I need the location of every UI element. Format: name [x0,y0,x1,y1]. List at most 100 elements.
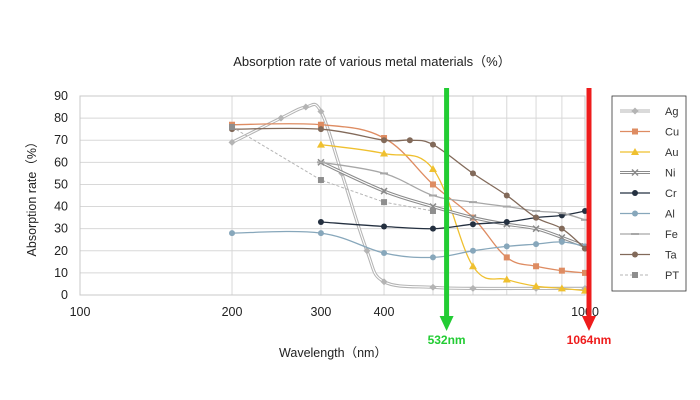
legend-item-pt: PT [620,270,679,282]
legend-marker-ni [631,168,639,177]
marker-label-1064nm: 1064nm [567,333,612,347]
point-ta [317,126,324,133]
point-ta [533,214,540,221]
point-ag [277,114,285,122]
y-tick-label: 20 [54,244,68,258]
point-au [532,282,541,290]
point-ni [558,233,566,242]
point-al [317,230,324,237]
point-pt [229,123,236,130]
point-ta [429,141,436,148]
point-au [557,284,566,292]
legend-marker-cu [632,128,638,135]
x-tick-label: 1000 [571,305,599,319]
legend-label-pt: PT [665,270,679,282]
series-line-ag-inner [231,103,585,290]
legend-label-ni: Ni [665,168,675,180]
series-pt [229,123,436,214]
series-line-au [320,143,586,292]
point-ta [406,137,413,144]
y-tick-label: 50 [54,177,68,191]
point-pt [381,199,388,206]
point-ta [558,225,565,232]
point-ag [228,138,236,146]
series-line-cu [231,123,586,274]
legend-label-al: Al [665,209,675,221]
series-line-ta [231,127,586,250]
point-pt [429,207,436,214]
series-ta [229,126,588,252]
point-cu [533,263,540,270]
point-ta [503,192,510,199]
y-tick-label: 30 [54,222,68,236]
legend-marker-cr [632,190,638,196]
point-ni [380,187,388,195]
point-ni [532,225,540,233]
point-cr [317,219,324,226]
legend-marker-ta [632,251,638,258]
series-group [228,102,589,294]
legend-marker-pt [632,272,638,278]
legend-item-ni: Ni [620,168,675,180]
point-ag [363,247,371,255]
point-ag [469,284,477,292]
legend-item-cu: Cu [620,127,679,139]
legend: Ag Cu Au Ni Cr Al Fe Ta PT [611,95,687,292]
legend-label-ag: Ag [665,106,678,118]
point-ta [381,137,388,144]
point-al [533,241,540,248]
legend-item-ta: Ta [620,250,678,262]
point-au [380,149,389,157]
point-au [428,164,437,172]
point-cu [558,267,565,274]
series-line-al [231,230,586,259]
point-cr [469,221,476,228]
x-tick-label: 400 [374,305,395,319]
point-ag [302,103,310,111]
legend-label-cr: Cr [665,188,677,200]
y-tick-label: 80 [54,111,68,125]
x-tick-label: 200 [222,305,243,319]
point-al [503,243,510,250]
point-ni [469,214,477,222]
wavelength-markers: 532nm 1064nm [428,88,612,347]
y-tick-label: 0 [61,288,68,302]
y-axis-label: Absorption rate（%） [25,136,39,257]
point-au [502,275,511,283]
legend-item-fe: Fe [620,229,678,241]
series-line-pt [231,126,434,212]
point-cu [429,181,436,188]
axis-ticks: 0 10 20 30 40 50 60 70 80 90 100 200 300 400 1000 [54,89,599,319]
point-cr [503,219,510,226]
x-tick-label: 100 [70,305,91,319]
point-ta [469,170,476,177]
legend-label-ta: Ta [665,250,678,262]
series-au [316,140,589,294]
legend-label-cu: Cu [665,127,679,139]
legend-item-ag: Ag [620,106,678,118]
point-au [468,262,477,270]
point-cu [582,269,588,276]
point-ag [380,278,388,286]
point-al [229,230,236,237]
series-ni [317,158,589,250]
point-ag [317,107,325,115]
x-tick-label: 300 [311,305,332,319]
chart-title: Absorption rate of various metal materia… [233,54,510,69]
arrow-head-1064nm [582,316,596,331]
point-al [558,238,565,245]
legend-marker-ag [631,107,639,115]
point-al [469,247,476,254]
point-al [381,249,388,256]
point-al [429,254,436,261]
y-tick-label: 90 [54,89,68,103]
x-axis-label: Wavelength（nm） [279,346,387,360]
arrow-head-532nm [439,316,454,331]
point-cr [381,223,388,230]
point-pt [317,177,324,184]
point-ag [429,283,437,291]
point-cu [503,254,510,261]
legend-label-fe: Fe [665,229,678,241]
series-line-ag-outer [231,102,585,291]
